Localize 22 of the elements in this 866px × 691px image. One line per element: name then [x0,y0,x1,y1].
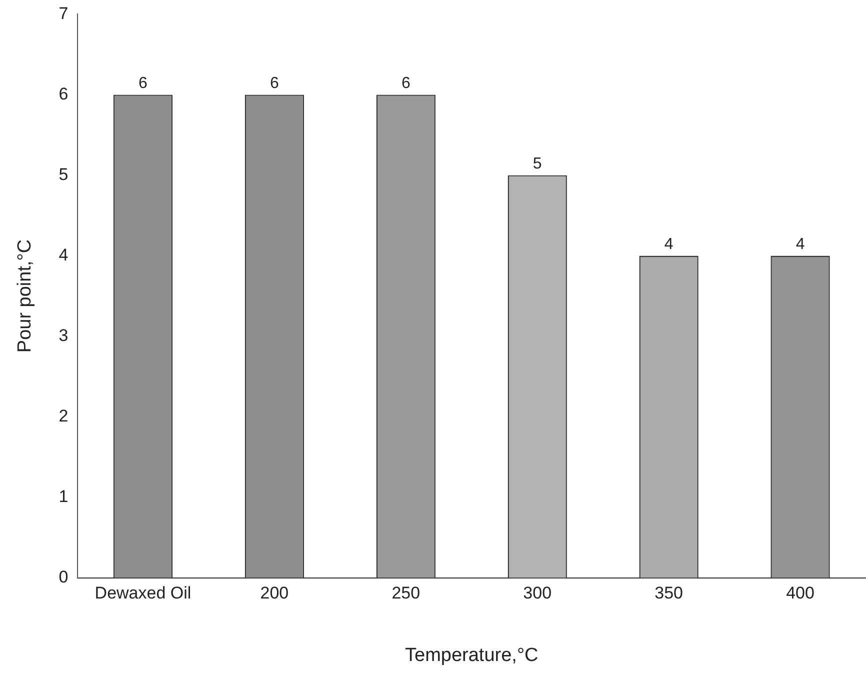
x-tick-label: Dewaxed Oil [94,584,192,603]
y-tick-label: 7 [58,4,68,23]
x-tick-label: 200 [260,584,289,603]
data-label: 6 [401,75,410,92]
data-label: 5 [532,156,542,173]
y-tick-label: 3 [58,326,68,345]
y-tick-label: 2 [58,406,68,426]
x-tick-label: 250 [392,584,420,603]
y-axis-title: Pour point,°C [14,239,36,353]
data-label: 4 [796,236,805,254]
data-label: 6 [270,75,279,92]
y-tick-label: 0 [58,567,68,586]
y-tick-label: 6 [58,84,68,104]
y-tick-label: 4 [58,245,68,264]
x-axis-title: Temperature,°C [404,644,538,666]
data-label: 6 [138,75,148,92]
x-tick-label: 350 [654,584,683,603]
y-tick-label: 5 [58,164,68,184]
x-tick-label: 300 [523,584,552,603]
x-tick-label: 400 [786,584,814,603]
y-tick-label: 1 [58,486,68,506]
data-label: 4 [664,236,674,254]
